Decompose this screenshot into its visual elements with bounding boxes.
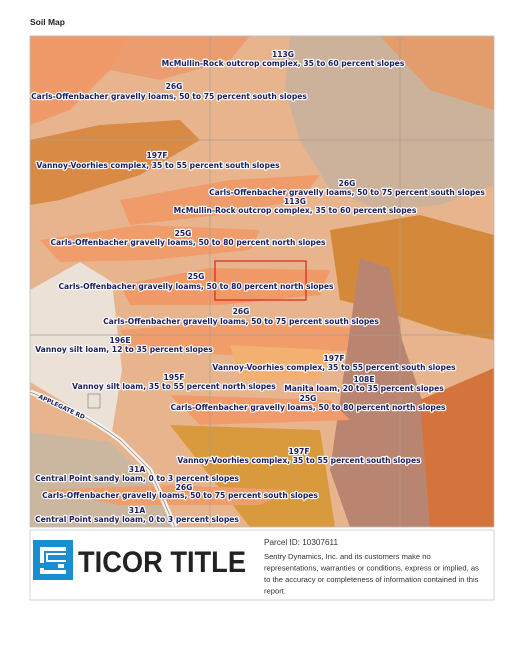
logo-icon <box>33 540 73 580</box>
page-title: Soil Map <box>30 17 65 27</box>
soil-polygon <box>120 175 320 225</box>
soil-code: 25G <box>175 229 192 238</box>
soil-polygon <box>30 120 200 205</box>
soil-name: Central Point sandy loam, 0 to 3 percent… <box>35 515 239 524</box>
soil-polygon <box>170 395 350 425</box>
soil-code: 26G <box>166 82 183 91</box>
soil-name: Vannoy silt loam, 12 to 35 percent slope… <box>35 345 213 354</box>
soil-polygon <box>330 258 442 527</box>
soil-code: 26G <box>176 483 193 492</box>
soil-name: McMullin-Rock outcrop complex, 35 to 60 … <box>174 206 417 215</box>
soil-name: Carls-Offenbacher gravelly loams, 50 to … <box>170 403 446 412</box>
parcel-outline <box>214 260 307 301</box>
soil-code: 108E <box>353 375 374 384</box>
soil-code: 197F <box>146 151 167 160</box>
soil-polygon <box>120 320 380 355</box>
soil-name: Carls-Offenbacher gravelly loams, 50 to … <box>58 282 334 291</box>
soil-polygon <box>230 345 330 380</box>
soil-name: McMullin-Rock outcrop complex, 35 to 60 … <box>162 59 405 68</box>
disclaimer-line: representations, warranties or condition… <box>264 564 479 573</box>
soil-name: Manita loam, 20 to 35 percent slopes <box>284 384 444 393</box>
soil-code: 31A <box>129 506 146 515</box>
footer: TICOR TITLE Parcel ID: 10307611 Sentry D… <box>29 529 495 601</box>
disclaimer-line: to the accuracy or completeness of infor… <box>264 575 479 584</box>
soil-code: 25G <box>300 394 317 403</box>
soil-name: Carls-Offenbacher gravelly loams, 50 to … <box>31 92 307 101</box>
soil-name: Vannoy-Voorhies complex, 35 to 55 percen… <box>212 363 456 372</box>
soil-polygon <box>120 268 330 305</box>
soil-name: Vannoy-Voorhies complex, 35 to 55 percen… <box>177 456 421 465</box>
soil-name: Carls-Offenbacher gravelly loams, 50 to … <box>50 238 326 247</box>
soil-polygon <box>110 36 250 80</box>
disclaimer-line: report. <box>264 587 286 596</box>
soil-name: Carls-Offenbacher gravelly loams, 50 to … <box>42 491 318 500</box>
soil-code: 197F <box>288 447 309 456</box>
brand-name: TICOR TITLE <box>78 546 246 579</box>
map-border <box>29 35 495 528</box>
soil-polygon <box>40 485 290 505</box>
soil-polygon <box>380 36 494 110</box>
disclaimer: Sentry Dynamics, Inc. and its customers … <box>264 552 479 596</box>
soil-name: Carls-Offenbacher gravelly loams, 50 to … <box>209 188 485 197</box>
soil-polygon <box>170 425 335 527</box>
soil-name: Central Point sandy loam, 0 to 3 percent… <box>35 474 239 483</box>
parcel-id: Parcel ID: 10307611 <box>264 538 338 547</box>
soil-name: Carls-Offenbacher gravelly loams, 50 to … <box>103 317 379 326</box>
soil-code: 31A <box>129 465 146 474</box>
road-edge <box>30 391 176 527</box>
soil-polygon <box>330 215 494 340</box>
soil-code: 26G <box>339 179 356 188</box>
soil-code: 113G <box>284 197 306 206</box>
building <box>87 393 101 409</box>
soil-polygon <box>30 262 122 432</box>
footer-box <box>29 529 495 601</box>
soil-code: 25G <box>188 272 205 281</box>
soil-name: Vannoy silt loam, 35 to 55 percent north… <box>72 382 276 391</box>
soil-code: 197F <box>323 354 344 363</box>
section-lines <box>30 36 494 527</box>
disclaimer-line: Sentry Dynamics, Inc. and its customers … <box>264 552 431 561</box>
soil-code: 26G <box>233 307 250 316</box>
soil-polygon <box>420 368 494 527</box>
soil-polygon <box>30 36 130 125</box>
soil-code: 113G <box>272 50 294 59</box>
soil-polygon <box>40 225 260 262</box>
soil-code: 196E <box>109 336 130 345</box>
soil-code: 195F <box>163 373 184 382</box>
soil-name: Vannoy-Voorhies complex, 35 to 55 percen… <box>36 161 280 170</box>
